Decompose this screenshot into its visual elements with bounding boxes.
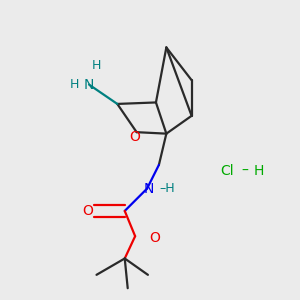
Text: –H: –H xyxy=(159,182,175,195)
Text: Cl: Cl xyxy=(220,164,234,178)
Text: H: H xyxy=(70,78,80,91)
Text: O: O xyxy=(83,204,94,218)
Text: O: O xyxy=(130,130,141,144)
Text: N: N xyxy=(84,78,94,92)
Text: H: H xyxy=(92,59,101,72)
Text: N: N xyxy=(143,182,154,196)
Text: H: H xyxy=(253,164,264,178)
Text: O: O xyxy=(149,231,160,245)
Text: –: – xyxy=(242,164,248,178)
